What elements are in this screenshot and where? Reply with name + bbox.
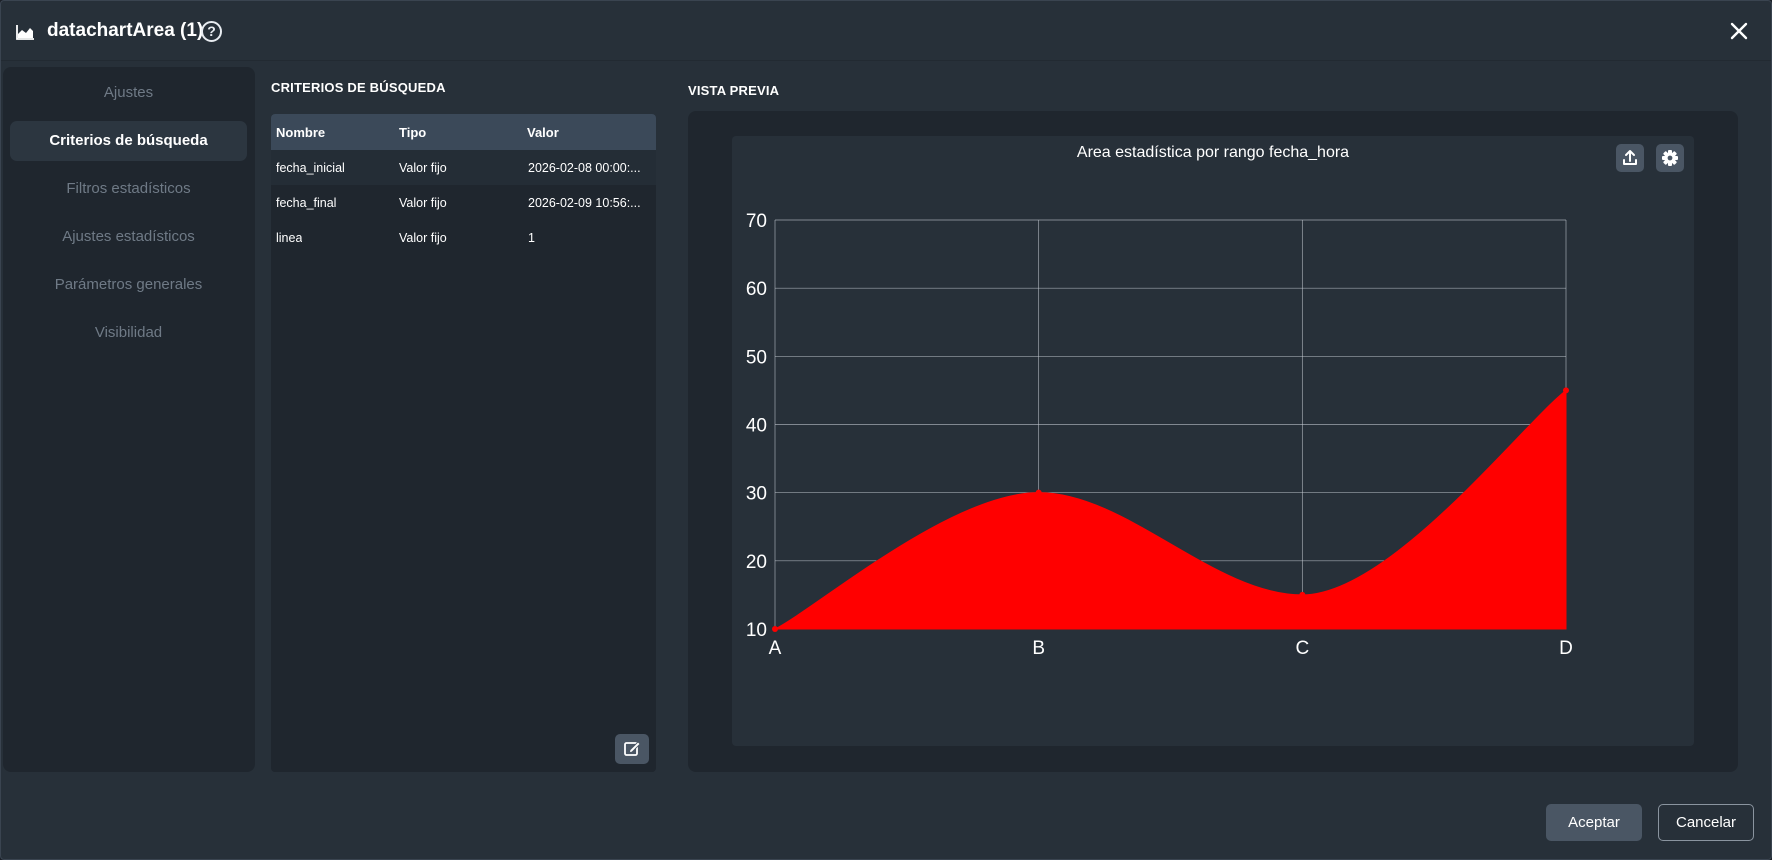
sidebar-item-ajustes[interactable]: Ajustes: [103, 84, 154, 101]
edit-button[interactable]: [615, 734, 649, 764]
y-tick-label: 50: [746, 347, 767, 368]
sidebar-item-parametros-generales[interactable]: Parámetros generales: [54, 276, 203, 293]
cell-valor: 1: [528, 231, 535, 245]
settings-sidebar: Ajustes Criterios de búsqueda Filtros es…: [3, 67, 255, 772]
chart-settings-button[interactable]: [1656, 144, 1684, 172]
cell-nombre: fecha_final: [276, 196, 337, 210]
data-point: [1563, 387, 1569, 394]
x-tick-label: A: [769, 638, 782, 659]
cell-tipo: Valor fijo: [399, 231, 447, 245]
cell-valor: 2026-02-09 10:56:...: [528, 196, 641, 210]
cell-tipo: Valor fijo: [399, 196, 447, 210]
sidebar-item-criterios-busqueda[interactable]: Criterios de búsqueda: [10, 121, 247, 161]
sidebar-item-filtros-estadisticos[interactable]: Filtros estadísticos: [66, 180, 191, 197]
upload-icon: [1623, 150, 1637, 165]
criteria-section-title: CRITERIOS DE BÚSQUEDA: [271, 80, 446, 95]
cell-tipo: Valor fijo: [399, 161, 447, 175]
sidebar-item-visibilidad[interactable]: Visibilidad: [94, 324, 163, 341]
cell-nombre: linea: [276, 231, 303, 245]
y-tick-label: 10: [746, 620, 767, 641]
dialog-titlebar: datachartArea (1) ?: [1, 1, 1771, 61]
criteria-table: Nombre Tipo Valor fecha_inicial Valor fi…: [271, 114, 656, 772]
chart-title: Area estadística por rango fecha_hora: [1076, 144, 1350, 161]
cancel-button[interactable]: Cancelar: [1658, 804, 1754, 841]
accept-button[interactable]: Aceptar: [1546, 804, 1642, 841]
column-header-nombre[interactable]: Nombre: [276, 125, 326, 140]
y-tick-label: 60: [746, 279, 767, 300]
sidebar-item-ajustes-estadisticos[interactable]: Ajustes estadísticos: [62, 228, 195, 245]
data-point: [1035, 489, 1042, 496]
chart-card: Area estadística por rango fecha_hora: [732, 136, 1694, 746]
column-header-valor[interactable]: Valor: [527, 125, 559, 140]
x-tick-label: C: [1295, 638, 1309, 659]
y-tick-label: 70: [746, 211, 767, 232]
preview-panel: Area estadística por rango fecha_hora: [688, 111, 1738, 772]
close-icon[interactable]: [1729, 21, 1749, 41]
export-button[interactable]: [1616, 144, 1644, 172]
y-tick-label: 30: [746, 484, 767, 505]
cell-valor: 2026-02-08 00:00:...: [528, 161, 641, 175]
area-chart-icon: [16, 25, 34, 40]
preview-section-title: VISTA PREVIA: [688, 83, 780, 98]
help-icon[interactable]: ?: [201, 21, 222, 42]
gear-icon: [1662, 150, 1678, 166]
table-row[interactable]: linea Valor fijo 1: [271, 220, 656, 255]
data-point: [1299, 591, 1306, 598]
table-header: Nombre Tipo Valor: [271, 114, 656, 150]
x-tick-label: D: [1559, 638, 1573, 659]
table-row[interactable]: fecha_inicial Valor fijo 2026-02-08 00:0…: [271, 150, 656, 185]
series-area: [774, 389, 1567, 630]
cell-nombre: fecha_inicial: [276, 161, 345, 175]
data-point: [772, 626, 778, 632]
area-chart: 10 20 30 40 50 60 70 A B C D: [746, 211, 1573, 659]
edit-icon: [624, 741, 641, 756]
column-header-tipo[interactable]: Tipo: [399, 125, 427, 140]
x-tick-label: B: [1032, 638, 1045, 659]
dialog-title: datachartArea (1): [47, 20, 204, 41]
table-row[interactable]: fecha_final Valor fijo 2026-02-09 10:56:…: [271, 185, 656, 220]
y-tick-label: 40: [746, 416, 767, 437]
y-tick-label: 20: [746, 552, 767, 573]
